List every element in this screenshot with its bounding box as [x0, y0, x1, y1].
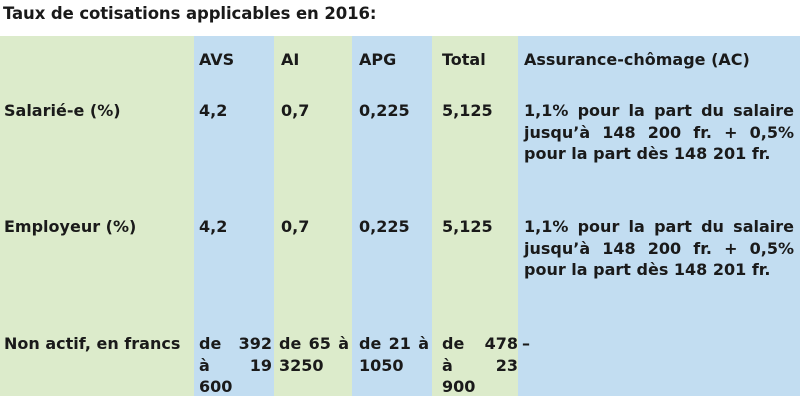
header-assurance-chomage: Assurance-chômage (AC) — [524, 50, 750, 69]
cell-avs-non-actif: de 392 à 19 600 — [199, 334, 272, 396]
page-title: Taux de cotisations applicables en 2016: — [3, 4, 377, 23]
avs-column-background — [194, 36, 274, 396]
cell-ac-non-actif: – — [522, 334, 530, 353]
cell-total-salarie: 5,125 — [442, 101, 493, 120]
cell-ai-salarie: 0,7 — [281, 101, 310, 120]
header-avs: AVS — [199, 50, 235, 69]
row-label-employeur: Employeur (%) — [4, 217, 137, 236]
cell-total-employeur: 5,125 — [442, 217, 493, 236]
header-total: Total — [442, 50, 486, 69]
cell-apg-non-actif: de 21 à 1050 — [359, 334, 429, 375]
cell-avs-salarie: 4,2 — [199, 101, 228, 120]
cell-avs-employeur: 4,2 — [199, 217, 228, 236]
total-column-background — [432, 36, 518, 396]
cell-total-non-actif: de 478 à 23 900 — [442, 334, 518, 396]
apg-column-background — [352, 36, 432, 396]
header-ai: AI — [281, 50, 300, 69]
header-apg: APG — [359, 50, 397, 69]
cell-apg-salarie: 0,225 — [359, 101, 410, 120]
ai-column-background — [274, 36, 352, 396]
cell-ac-salarie: 1,1% pour la part du salaire jusqu’à 148… — [524, 101, 794, 163]
row-label-non-actif: Non actif, en francs — [4, 334, 181, 353]
label-column-background — [0, 36, 194, 396]
cell-ai-employeur: 0,7 — [281, 217, 310, 236]
cell-apg-employeur: 0,225 — [359, 217, 410, 236]
contribution-rates-table: AVS AI APG Total Assurance-chômage (AC) … — [0, 36, 800, 396]
cell-ai-non-actif: de 65 à 3250 — [279, 334, 349, 375]
cell-ac-employeur: 1,1% pour la part du salaire jusqu’à 148… — [524, 217, 794, 279]
ac-column-background — [518, 36, 800, 396]
row-label-salarie: Salarié-e (%) — [4, 101, 121, 120]
